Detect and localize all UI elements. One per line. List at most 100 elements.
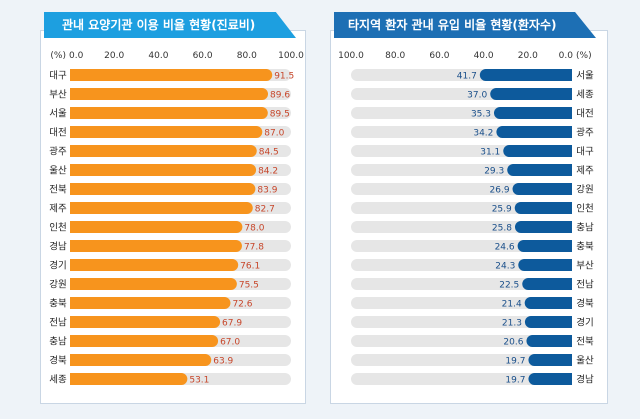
right-category-label: 전남 [576,280,594,291]
left-value-label: 78.0 [244,224,264,234]
left-category-label: 경기 [49,260,66,272]
left-category-label: 울산 [49,166,67,177]
left-value-label: 72.6 [232,300,252,310]
right-chart-title: 타지역 환자 관내 유입 비율 현황(환자수) [348,18,557,32]
left-value-label: 63.9 [213,357,233,367]
right-bar-track [351,278,572,290]
left-category-label: 광주 [49,146,67,158]
right-category-label: 세종 [576,90,594,101]
left-category-label: 대구 [49,71,67,82]
right-bar [518,259,572,271]
right-category-label: 경기 [576,317,593,329]
right-category-label: 충남 [576,223,594,234]
left-chart-title: 관내 요양기관 이용 비율 현황(진료비) [62,18,256,32]
right-value-label: 41.7 [457,72,477,82]
right-value-label: 25.9 [492,205,512,215]
right-category-label: 전북 [576,337,594,348]
left-tick-label: 80.0 [237,51,257,61]
right-value-label: 37.0 [467,91,487,101]
right-category-label: 경북 [576,298,594,310]
right-category-label: 대전 [576,109,593,120]
left-category-label: 서울 [49,109,67,120]
left-bar [70,221,243,233]
right-value-label: 22.5 [499,281,519,291]
left-tick-label: 100.0 [278,51,304,61]
left-bar [70,69,273,81]
left-bar [70,145,257,157]
right-category-label: 광주 [576,127,594,139]
right-bar-track [351,259,572,271]
right-value-label: 24.3 [495,262,515,272]
right-value-label: 25.8 [492,224,512,234]
right-tick-label: 80.0 [385,51,405,61]
left-value-label: 67.0 [220,338,240,348]
left-bar [69,107,268,119]
right-value-label: 21.3 [502,319,522,329]
right-value-label: 26.9 [490,186,510,196]
left-bar [70,183,256,195]
right-value-label: 19.7 [505,357,525,367]
left-value-label: 75.5 [239,281,259,291]
right-bar [524,316,572,328]
right-bar [507,164,572,176]
left-category-label: 대전 [49,128,66,139]
left-value-label: 84.5 [259,148,279,158]
left-category-label: 세종 [49,375,67,386]
right-bar [512,183,572,195]
right-bar-track [351,240,572,252]
left-unit-label: (%) [50,51,66,61]
right-bar [528,354,572,366]
left-bar [70,335,219,347]
right-value-label: 35.3 [471,110,491,120]
right-value-label: 31.1 [480,148,500,158]
right-bar [479,69,572,81]
left-bar [70,259,239,271]
right-category-label: 부산 [576,261,594,272]
right-value-label: 24.6 [495,243,515,253]
left-bar [70,373,188,385]
left-category-label: 충남 [49,337,67,348]
right-value-label: 20.6 [503,338,523,348]
right-chart-title-tab: 타지역 환자 관내 유입 비율 현황(환자수) [334,12,596,38]
left-bar [70,354,212,366]
right-bar-track [351,335,572,347]
right-tick-label: 40.0 [474,51,494,61]
right-value-label: 29.3 [484,167,504,177]
left-value-label: 83.9 [257,186,277,196]
left-category-label: 강원 [49,280,66,291]
left-category-label: 부산 [49,90,67,101]
right-category-label: 울산 [576,356,594,367]
right-bar [526,335,572,347]
left-value-label: 84.2 [258,167,278,177]
left-value-label: 89.6 [270,91,290,101]
left-category-label: 경북 [49,355,67,367]
right-bar [524,297,572,309]
right-category-label: 인천 [576,204,593,215]
left-category-label: 전남 [49,318,67,329]
right-category-label: 대구 [576,147,594,158]
left-bar [70,316,221,328]
right-tick-label: 0.0 [559,51,574,61]
right-bar [522,278,572,290]
left-category-label: 충북 [49,299,67,310]
right-bar-track [351,297,572,309]
left-bar [70,126,263,138]
left-tick-label: 20.0 [104,51,124,61]
right-bar [514,221,572,233]
right-bar [490,88,572,100]
left-category-label: 경남 [49,241,67,253]
left-category-label: 전북 [49,185,67,196]
right-unit-label: (%) [576,51,592,61]
right-bar-track [351,354,572,366]
right-bar-track [351,373,572,385]
left-bar [70,202,253,214]
left-chart-title-tab: 관내 요양기관 이용 비율 현황(진료비) [44,12,296,38]
left-value-label: 82.7 [255,205,275,215]
left-bar [70,278,237,290]
right-tick-label: 20.0 [518,51,538,61]
left-value-label: 77.8 [244,243,264,253]
left-category-label: 제주 [49,204,67,215]
right-tick-label: 60.0 [429,51,449,61]
right-value-label: 21.4 [502,300,522,310]
right-bar-track [351,316,572,328]
